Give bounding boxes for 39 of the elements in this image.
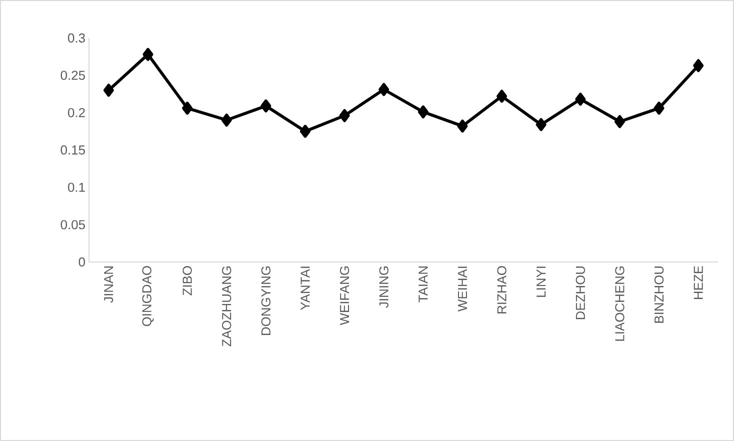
x-tick-label: WEIFANG	[340, 266, 350, 326]
x-tick-label: BINZHOU	[654, 266, 664, 323]
point	[103, 84, 114, 97]
x-tick-label: YANTAI	[300, 266, 310, 310]
y-tick-label: 0.2	[68, 108, 85, 118]
x-tick-label: DEZHOU	[576, 266, 585, 320]
x-tick-label: HEZE	[694, 266, 703, 299]
point	[339, 109, 350, 122]
x-tick-label: DONGYING	[261, 266, 270, 335]
point	[575, 92, 586, 106]
x-tick-label: ZAOZHUANG	[222, 266, 232, 346]
y-tick-label: 0.25	[60, 70, 85, 80]
x-tick-label: TAIAN	[418, 266, 428, 302]
point	[300, 124, 310, 138]
point	[142, 48, 154, 61]
point	[496, 90, 508, 103]
x-tick-label: LIAOCHENG	[615, 266, 624, 341]
point	[260, 99, 272, 112]
y-tick-label: 0.3	[68, 33, 85, 43]
x-tick-label: LINYI	[536, 266, 546, 297]
point	[378, 83, 390, 96]
x-tick-label: JINAN	[104, 266, 114, 303]
x-tick-label: JINING	[379, 266, 388, 308]
y-tick-label: 0.15	[60, 145, 85, 155]
point	[457, 120, 468, 133]
point	[614, 115, 625, 128]
point	[418, 105, 428, 118]
point	[182, 102, 193, 115]
point	[654, 102, 664, 115]
point	[693, 59, 704, 72]
x-tick-label: RIZHAO	[497, 266, 506, 314]
x-tick-label: ZIBO	[182, 266, 192, 296]
x-tick-label: QINGDAO	[142, 266, 154, 326]
point	[221, 114, 232, 127]
y-tick-label: 0.1	[68, 182, 85, 192]
y-tick-label: 0	[78, 257, 85, 267]
y-tick-label: 0.05	[60, 220, 85, 230]
x-tick-label: WEIHAI	[458, 266, 467, 312]
point	[536, 118, 546, 132]
